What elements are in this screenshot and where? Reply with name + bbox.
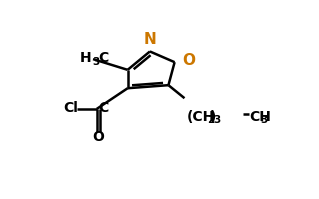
- Text: (CH: (CH: [187, 110, 215, 124]
- Text: O: O: [92, 130, 104, 143]
- Text: C: C: [98, 101, 108, 115]
- Text: CH: CH: [249, 110, 271, 124]
- Text: C: C: [99, 51, 109, 65]
- Text: H: H: [80, 51, 92, 65]
- Text: Cl: Cl: [63, 101, 78, 115]
- Text: N: N: [144, 32, 156, 47]
- Text: O: O: [182, 54, 195, 68]
- Text: 3: 3: [214, 115, 221, 125]
- Text: 3: 3: [92, 57, 100, 67]
- Text: 3: 3: [261, 115, 268, 125]
- Text: ): ): [210, 110, 216, 124]
- Text: 2: 2: [207, 115, 214, 125]
